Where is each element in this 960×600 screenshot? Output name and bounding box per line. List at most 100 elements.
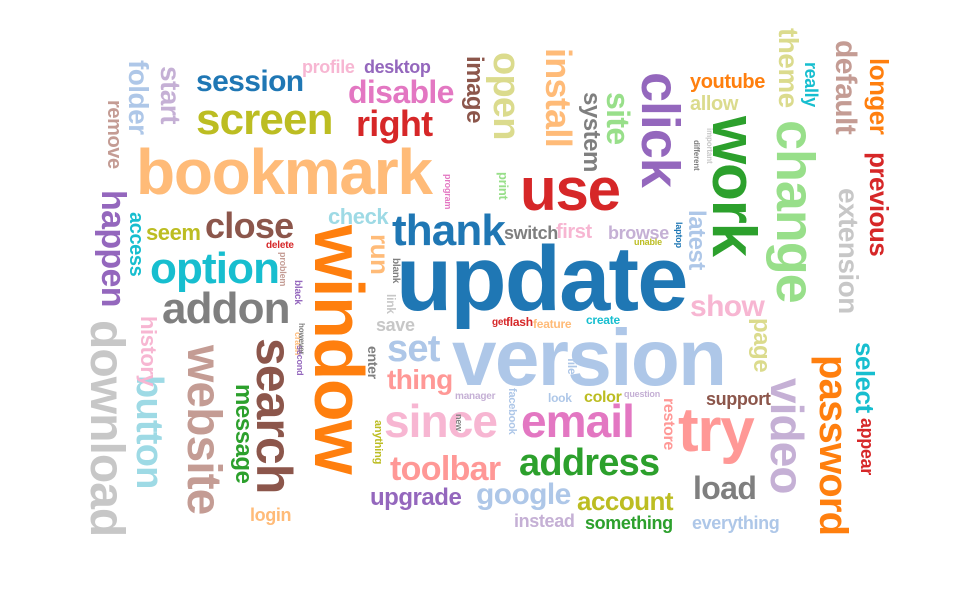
word-file: file: [565, 358, 579, 375]
word-enter: enter: [365, 346, 381, 379]
word-youtube: youtube: [690, 71, 765, 93]
word-theme: theme: [773, 28, 804, 108]
word-toolbar: toolbar: [390, 450, 501, 488]
word-image: image: [461, 56, 488, 123]
word-browse: browse: [608, 223, 669, 243]
word-click: click: [630, 72, 690, 187]
word-thing: thing: [387, 364, 453, 395]
word-black: black: [292, 280, 303, 305]
word-address: address: [519, 442, 660, 484]
word-unable: unable: [634, 237, 662, 247]
word-select: select: [850, 342, 880, 413]
word-load: load: [693, 470, 757, 506]
word-system: system: [578, 92, 605, 172]
word-facebook: facebook: [506, 388, 518, 435]
word-anything: anything: [372, 420, 384, 465]
word-problem: problem: [278, 252, 288, 287]
word-version: version: [452, 313, 727, 402]
word-change: change: [765, 120, 825, 303]
word-update: update: [396, 228, 688, 330]
word-flash: flash: [506, 315, 533, 329]
word-look: look: [548, 391, 572, 405]
word-print: print: [496, 172, 511, 200]
word-blank: blank: [390, 258, 401, 284]
word-something: something: [585, 513, 673, 533]
word-window: window: [300, 225, 378, 474]
word-manager: manager: [455, 391, 496, 402]
word-session: session: [196, 65, 304, 98]
word-message: message: [230, 384, 257, 484]
word-really: really: [801, 62, 821, 107]
word-important: important: [705, 128, 714, 164]
word-history: history: [136, 316, 161, 387]
word-seem: seem: [146, 220, 201, 245]
word-since: since: [384, 395, 498, 447]
word-disable: disable: [348, 74, 454, 110]
word-folder: folder: [123, 60, 154, 135]
word-switch: switch: [504, 223, 558, 243]
word-different: different: [692, 140, 701, 171]
word-get: get: [492, 317, 507, 328]
word-thank: thank: [392, 206, 506, 255]
word-check: check: [328, 204, 389, 229]
word-video: video: [761, 378, 813, 494]
word-button: button: [128, 375, 170, 489]
word-default: default: [829, 40, 862, 135]
word-install: install: [538, 48, 579, 147]
word-password: password: [811, 355, 855, 536]
word-upgrade: upgrade: [370, 484, 462, 511]
word-create: create: [586, 313, 620, 327]
word-screen: screen: [196, 95, 333, 144]
word-link: link: [384, 294, 398, 314]
word-search: search: [246, 338, 302, 494]
word-longer: longer: [864, 58, 894, 135]
word-second: second: [295, 345, 305, 376]
word-google: google: [476, 478, 571, 511]
word-save: save: [376, 315, 415, 335]
word-close: close: [205, 205, 294, 246]
word-work: work: [699, 116, 768, 256]
word-right: right: [356, 103, 433, 144]
word-support: support: [706, 389, 771, 409]
word-account: account: [577, 486, 674, 516]
word-open: open: [485, 52, 527, 140]
word-try: try: [678, 396, 755, 465]
word-appear: appear: [857, 418, 877, 475]
word-show: show: [690, 290, 765, 323]
word-email: email: [521, 395, 635, 447]
word-however: however: [297, 323, 306, 355]
word-download: download: [80, 320, 133, 537]
word-restore: restore: [660, 398, 677, 451]
word-feature: feature: [533, 317, 572, 331]
word-start: start: [155, 66, 186, 124]
word-latest: latest: [683, 210, 710, 270]
word-addon: addon: [162, 284, 290, 333]
word-allow: allow: [690, 93, 739, 115]
word-delete: delete: [266, 240, 294, 251]
word-previous: previous: [864, 152, 894, 257]
word-site: site: [600, 92, 636, 145]
word-desktop: desktop: [364, 57, 431, 77]
word-program: program: [443, 174, 453, 210]
word-question: question: [624, 389, 661, 399]
word-new: new: [454, 414, 464, 431]
word-first: first: [556, 221, 592, 243]
word-run: run: [365, 234, 395, 275]
word-website: website: [177, 345, 230, 515]
word-instead: instead: [514, 511, 575, 531]
word-crash: crash: [293, 332, 303, 356]
word-everything: everything: [692, 513, 780, 533]
word-login: login: [250, 505, 292, 525]
word-access: access: [125, 212, 147, 277]
word-happen: happen: [94, 190, 132, 307]
word-page: page: [748, 318, 775, 373]
word-bookmark: bookmark: [136, 136, 433, 208]
word-option: option: [150, 244, 280, 293]
word-laptop: laptop: [674, 222, 684, 248]
word-remove: remove: [103, 100, 125, 169]
word-profile: profile: [302, 57, 355, 77]
word-use: use: [520, 156, 621, 223]
word-color: color: [584, 389, 622, 406]
word-set: set: [387, 328, 440, 370]
